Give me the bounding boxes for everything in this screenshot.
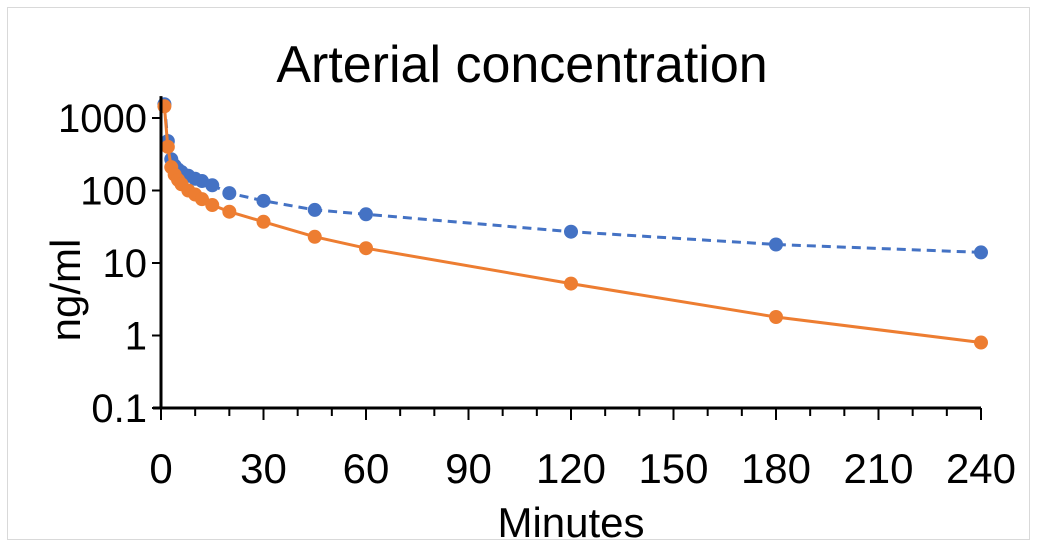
series-2-point [564,276,578,291]
x-tick-label: 0 [149,445,172,492]
series-1-point [359,207,373,222]
series-2-point [769,309,783,324]
x-tick-label: 90 [445,445,492,492]
y-tick-label: 100 [80,170,147,214]
series-2-point [974,335,988,350]
series-2-point [359,241,373,256]
x-tick-label: 120 [536,445,606,492]
y-tick-group: 0.1 1 10 100 1000 [58,97,161,431]
series-1-point [974,245,988,260]
chart-title: Arterial concentration [276,36,767,94]
y-tick-label: 1 [125,315,147,359]
series-2-point [256,214,271,229]
series-2-line [162,106,982,344]
x-tick-label: 60 [343,445,390,492]
x-tick-label: 30 [240,445,287,492]
series-2-point [307,229,322,244]
x-tick-label: 150 [638,445,708,492]
x-tick-label: 210 [843,445,913,492]
x-tick-label: 180 [741,445,811,492]
series-2-point [195,192,209,207]
series-2-point [222,204,237,219]
y-axis-label: ng/ml [42,239,89,342]
series-1-point [307,202,322,217]
series-1-point [205,178,220,193]
series-layer [157,97,988,350]
y-tick-label: 1000 [58,97,147,141]
series-2-point [205,198,220,213]
series-1-point [256,193,271,208]
x-tick-label: 240 [946,445,1016,492]
y-tick-label: 10 [103,242,148,286]
series-1-point [769,237,783,252]
series-1-point [564,224,578,239]
x-axis-label: Minutes [497,499,644,546]
series-2-point [160,139,175,154]
y-tick-label: 0.1 [91,387,147,431]
series-1-point [222,186,237,201]
x-tick-group: 0 30 60 90 120 150 180 210 240 [149,408,1016,492]
